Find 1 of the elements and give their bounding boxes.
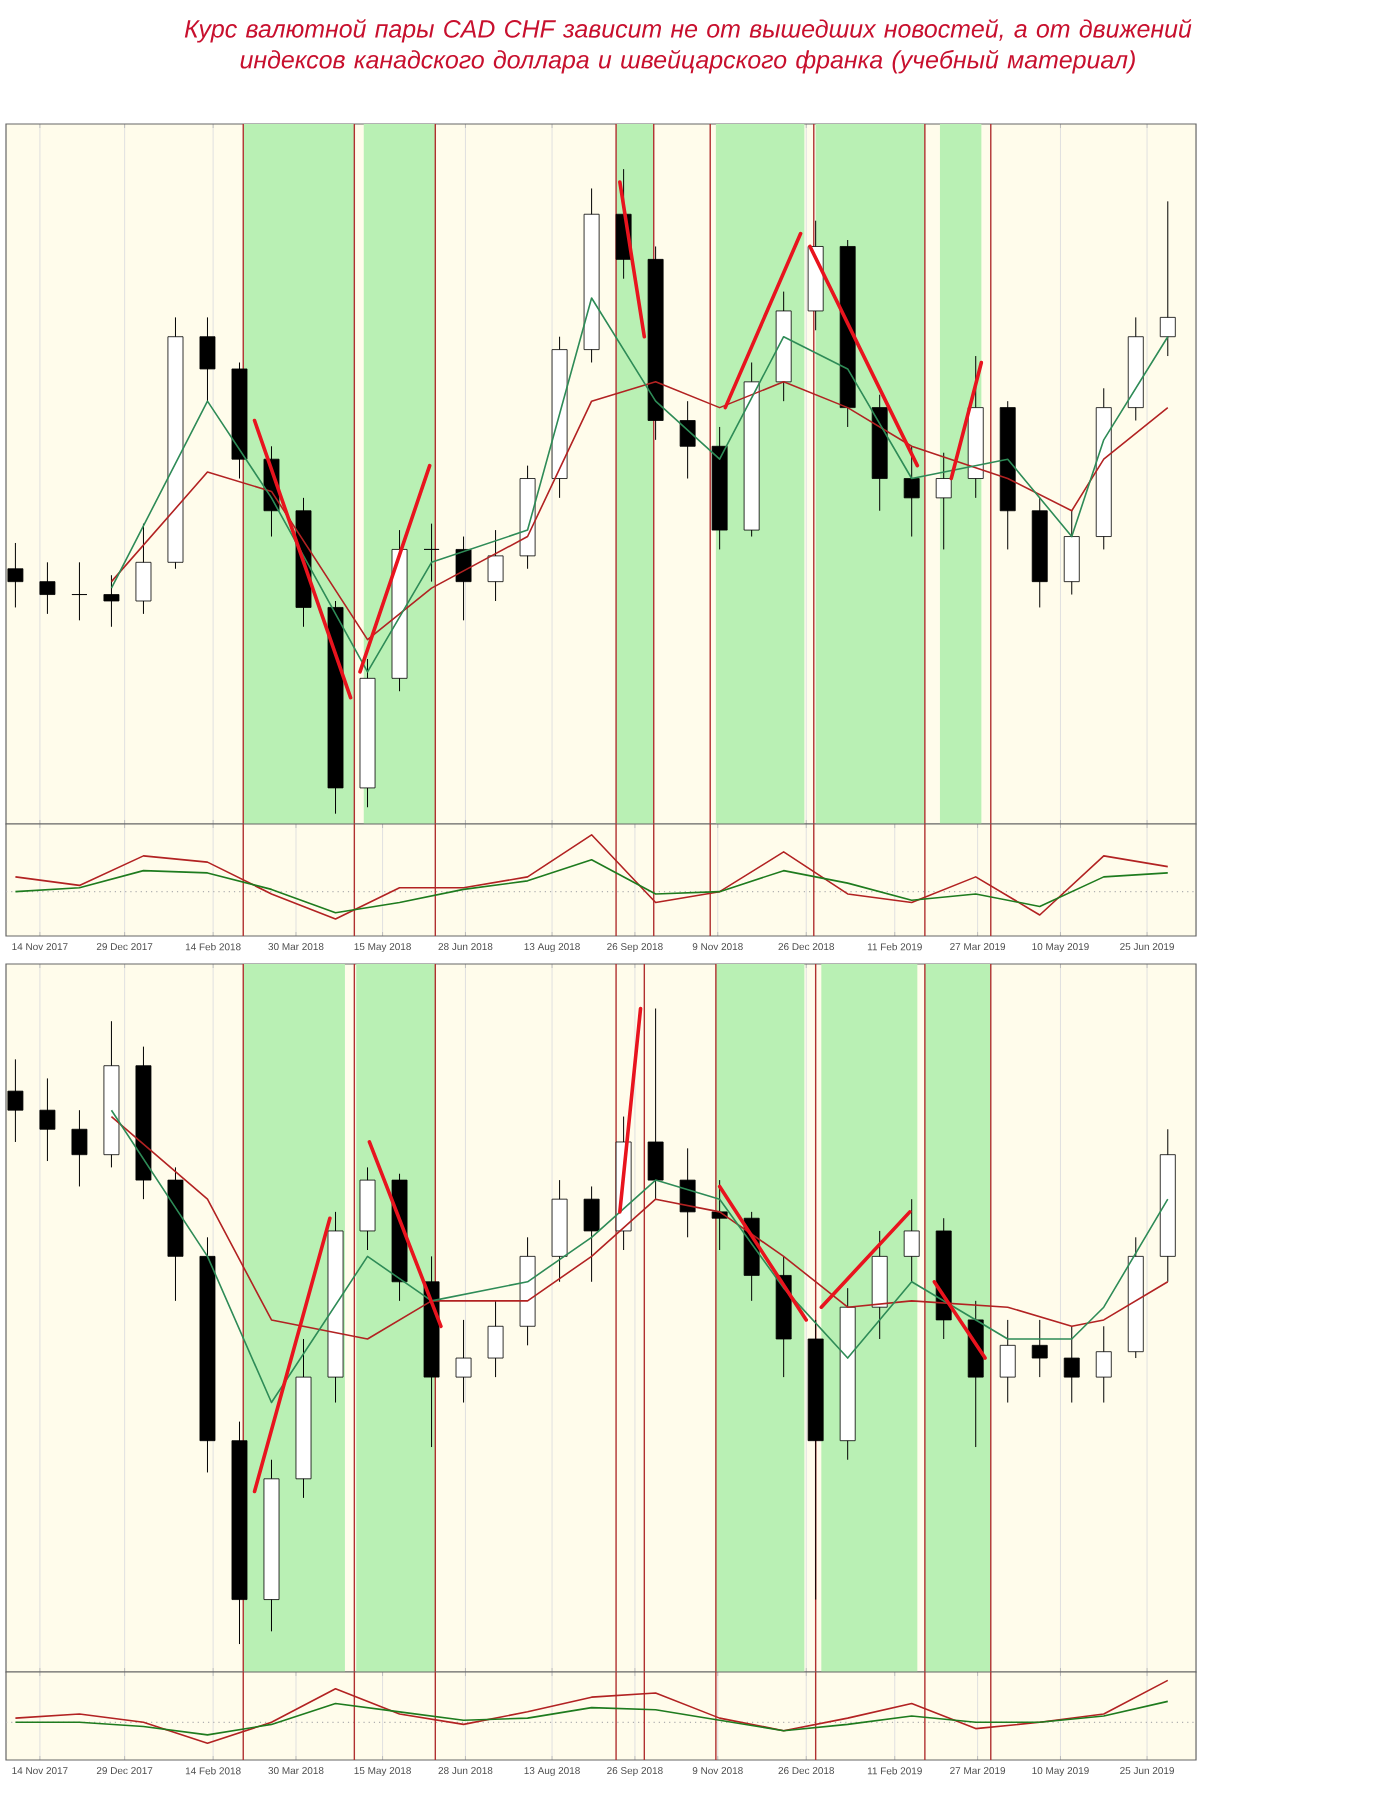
chart-title: Курс валютной пары CAD CHF зависит не от вышедших новостей, а от движений индексов канадского доллара и швейцарского франка (учебный материал) [184, 19, 1192, 74]
